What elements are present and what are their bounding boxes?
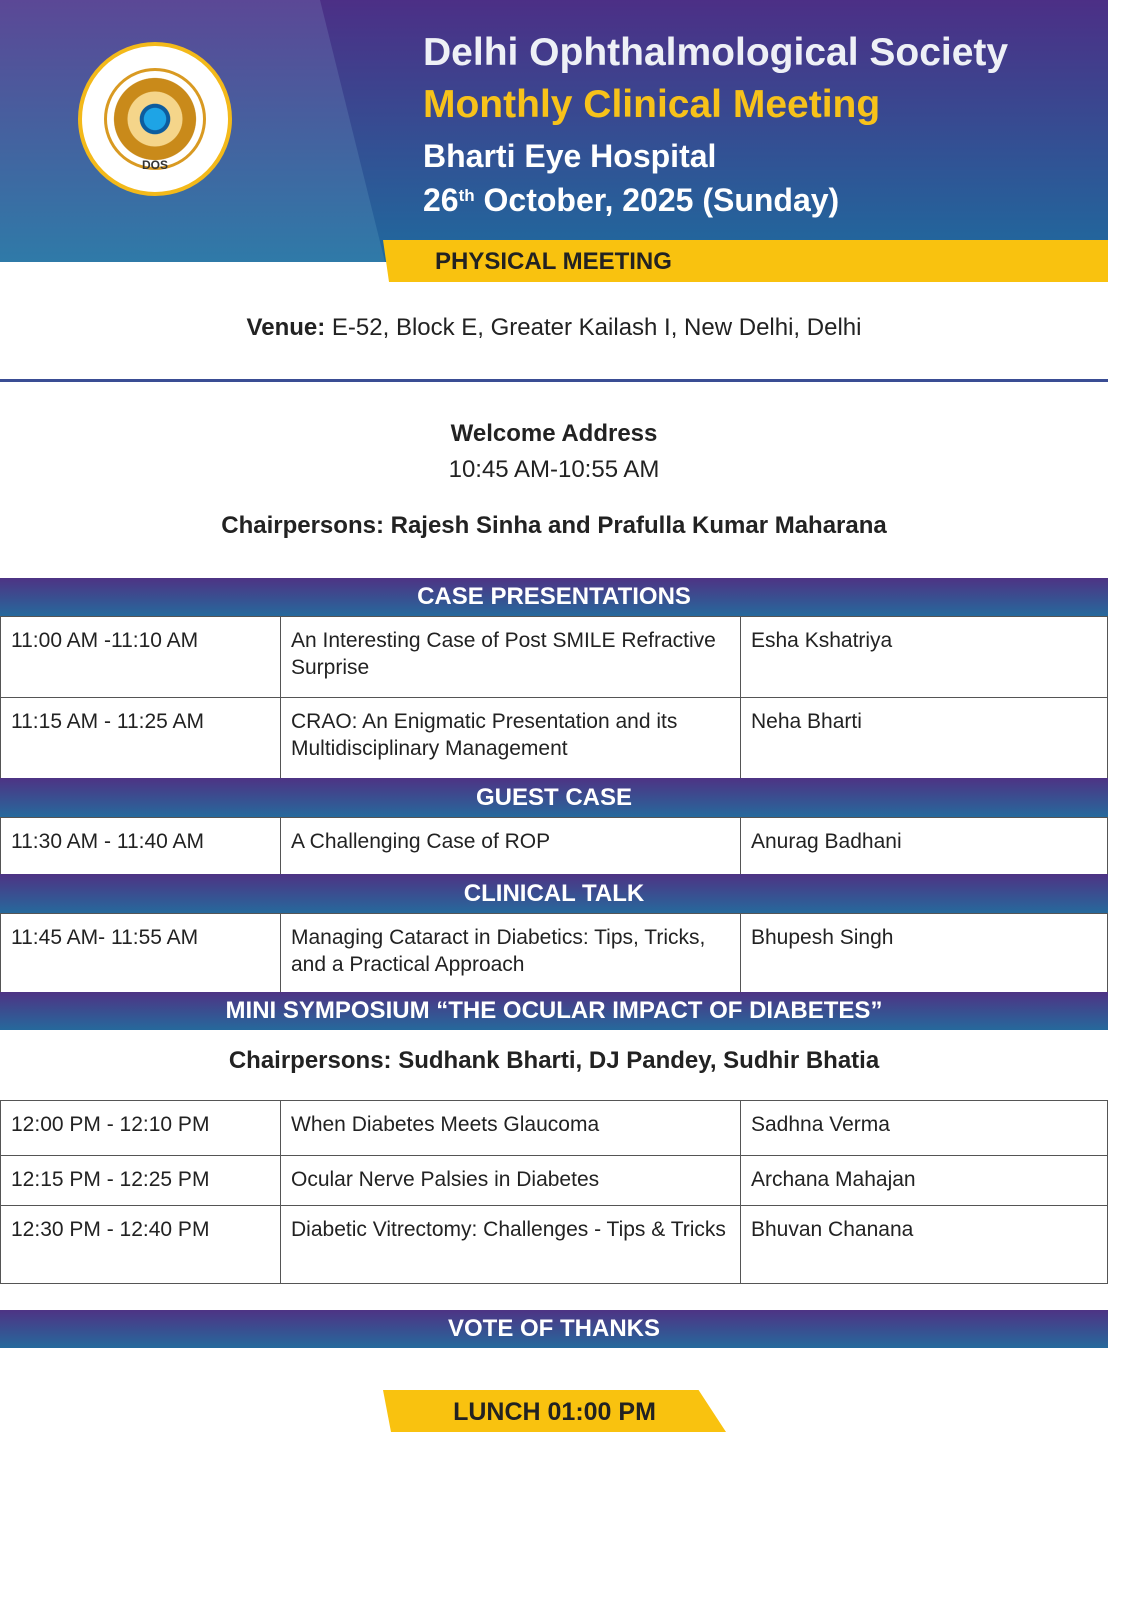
speaker-cell: Sadhna Verma (740, 1100, 1108, 1156)
divider (0, 379, 1108, 382)
lunch-label: LUNCH 01:00 PM (453, 1398, 656, 1426)
event-title: Monthly Clinical Meeting (423, 83, 881, 126)
topic-cell: An Interesting Case of Post SMILE Refrac… (280, 616, 741, 698)
date-suffix: th (458, 186, 475, 205)
time-cell: 12:30 PM - 12:40 PM (0, 1205, 281, 1284)
topic-cell: CRAO: An Enigmatic Presentation and its … (280, 697, 741, 779)
schedule-table: 12:00 PM - 12:10 PM When Diabetes Meets G… (0, 1100, 1108, 1284)
dos-logo: DOS (78, 42, 232, 196)
venue-label: Venue: (246, 314, 326, 341)
section-band: CASE PRESENTATIONS (0, 578, 1108, 616)
venue-value: E-52, Block E, Greater Kailash I, New De… (331, 314, 862, 341)
table-row: 11:30 AM - 11:40 AM A Challenging Case of… (0, 817, 1108, 875)
eye-emblem-icon (104, 68, 206, 170)
time-cell: 11:15 AM - 11:25 AM (0, 697, 281, 779)
symposium-chairpersons: Chairpersons: Sudhank Bharti, DJ Pandey,… (228, 1047, 880, 1074)
topic-cell: When Diabetes Meets Glaucoma (280, 1100, 741, 1156)
section-band: GUEST CASE (0, 778, 1108, 817)
speaker-cell: Anurag Badhani (740, 817, 1108, 875)
schedule-table: 11:45 AM- 11:55 AM Managing Cataract in D… (0, 913, 1108, 993)
speaker-cell: Neha Bharti (740, 697, 1108, 779)
date-day: 26 (423, 182, 459, 218)
speaker-cell: Archana Mahajan (740, 1155, 1108, 1206)
vote-of-thanks-band: VOTE OF THANKS (0, 1310, 1108, 1348)
time-cell: 11:00 AM -11:10 AM (0, 616, 281, 698)
speaker-cell: Bhuvan Chanana (740, 1205, 1108, 1284)
speaker-cell: Bhupesh Singh (740, 913, 1108, 993)
speaker-cell: Esha Kshatriya (740, 616, 1108, 698)
time-cell: 12:00 PM - 12:10 PM (0, 1100, 281, 1156)
time-cell: 12:15 PM - 12:25 PM (0, 1155, 281, 1206)
section-band: CLINICAL TALK (0, 874, 1108, 913)
table-row: 11:00 AM -11:10 AM An Interesting Case of… (0, 616, 1108, 698)
topic-cell: Diabetic Vitrectomy: Challenges - Tips &… (280, 1205, 741, 1284)
date-rest: October, 2025 (Sunday) (483, 182, 840, 218)
meeting-type-banner: PHYSICAL MEETING (383, 240, 1108, 282)
topic-cell: Ocular Nerve Palsies in Diabetes (280, 1155, 741, 1206)
logo-abbr: DOS (141, 158, 168, 172)
time-cell: 11:45 AM- 11:55 AM (0, 913, 281, 993)
host-name: Bharti Eye Hospital (423, 138, 717, 174)
section-band: MINI SYMPOSIUM “THE OCULAR IMPACT OF DIA… (0, 992, 1108, 1030)
table-row: 12:00 PM - 12:10 PM When Diabetes Meets G… (0, 1100, 1108, 1156)
time-cell: 11:30 AM - 11:40 AM (0, 817, 281, 875)
topic-cell: Managing Cataract in Diabetics: Tips, Tr… (280, 913, 741, 993)
meeting-type: PHYSICAL MEETING (435, 248, 672, 275)
welcome-time: 10:45 AM-10:55 AM (448, 456, 660, 483)
venue: Venue: E-52, Block E, Greater Kailash I,… (0, 314, 1108, 342)
table-row: 12:30 PM - 12:40 PM Diabetic Vitrectomy: … (0, 1205, 1108, 1284)
schedule-table: 11:30 AM - 11:40 AM A Challenging Case of… (0, 817, 1108, 875)
table-row: 12:15 PM - 12:25 PM Ocular Nerve Palsies … (0, 1155, 1108, 1206)
org-name: Delhi Ophthalmological Society (423, 31, 1009, 74)
lunch-banner: LUNCH 01:00 PM (383, 1390, 726, 1432)
schedule-table: 11:00 AM -11:10 AM An Interesting Case of… (0, 616, 1108, 779)
header-banner-right (320, 0, 1108, 262)
topic-cell: A Challenging Case of ROP (280, 817, 741, 875)
table-row: 11:45 AM- 11:55 AM Managing Cataract in D… (0, 913, 1108, 993)
welcome-title: Welcome Address (450, 420, 658, 447)
event-date: 26th October, 2025 (Sunday) (423, 178, 1008, 222)
welcome-chairpersons: Chairpersons: Rajesh Sinha and Prafulla … (221, 512, 887, 539)
table-row: 11:15 AM - 11:25 AM CRAO: An Enigmatic Pr… (0, 697, 1108, 779)
header-text: Delhi Ophthalmological Society Monthly C… (423, 30, 1008, 222)
